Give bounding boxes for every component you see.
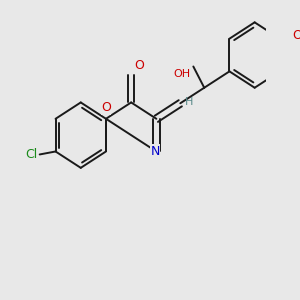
- Text: OH: OH: [174, 70, 191, 80]
- Text: Cl: Cl: [25, 148, 38, 161]
- Text: O: O: [101, 101, 111, 114]
- Text: O: O: [134, 59, 144, 72]
- Text: N: N: [150, 145, 160, 158]
- Text: H: H: [185, 97, 194, 107]
- Text: O: O: [292, 29, 300, 42]
